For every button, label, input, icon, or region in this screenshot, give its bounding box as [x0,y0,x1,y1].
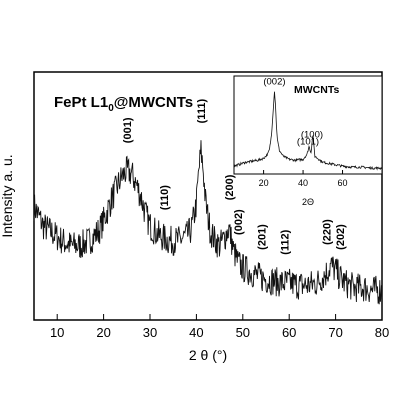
inset-peak-label: (100) [301,130,323,141]
inset-x-axis-title: 2Θ [302,197,314,207]
main-x-tick-label: 50 [236,325,250,340]
inset-x-ticks: 20 40 60 [259,170,348,188]
inset-peak-label: (002) [263,77,285,88]
main-peak-label: (202) [335,224,347,250]
inset-series-line [233,91,383,171]
main-x-tick-label: 70 [328,325,342,340]
inset-plot: 20 40 60 (002) (101)(100) MWCNTs 2Θ [233,75,383,207]
main-x-tick-label: 10 [50,325,64,340]
main-peak-label: (111) [196,99,208,124]
inset-x-tick-label: 40 [298,178,308,188]
main-series-line [33,140,383,305]
inset-x-tick-label: 60 [338,178,348,188]
main-x-tick-label: 60 [282,325,296,340]
main-plot: 10 20 30 40 50 60 70 80 (001)(110)(111)(200)(00… [0,71,389,363]
main-x-ticks: 10 20 30 40 50 60 70 80 [50,314,389,340]
main-peak-label: (002) [233,209,245,235]
main-peak-label: (112) [280,229,292,254]
x-axis-title: 2 θ (°) [189,347,227,363]
inset-peak-label: (101) [297,136,319,147]
main-plot-frame [33,71,383,321]
inset-chart-title: MWCNTs [294,84,339,96]
main-x-tick-label: 40 [189,325,203,340]
main-x-tick-label: 80 [375,325,389,340]
main-x-tick-label: 20 [96,325,110,340]
main-peak-label: (200) [224,174,236,200]
main-peak-labels: (001) (110) (111) (200) (002) (201) (112) (220)… [122,99,347,255]
main-peak-label: (001) [122,117,134,143]
inset-x-tick-label: 20 [259,178,269,188]
main-peak-label: (201) [256,224,268,250]
main-chart-title: FePt L10@MWCNTs [54,94,193,114]
main-peak-label: (220) [321,219,333,245]
y-axis-title: Intensity a. u. [0,154,15,237]
main-peak-label: (110) [159,185,171,210]
inset-plot-frame [233,75,383,175]
main-x-tick-label: 30 [143,325,157,340]
inset-peak-labels: (002) (101)(100) [263,77,323,148]
